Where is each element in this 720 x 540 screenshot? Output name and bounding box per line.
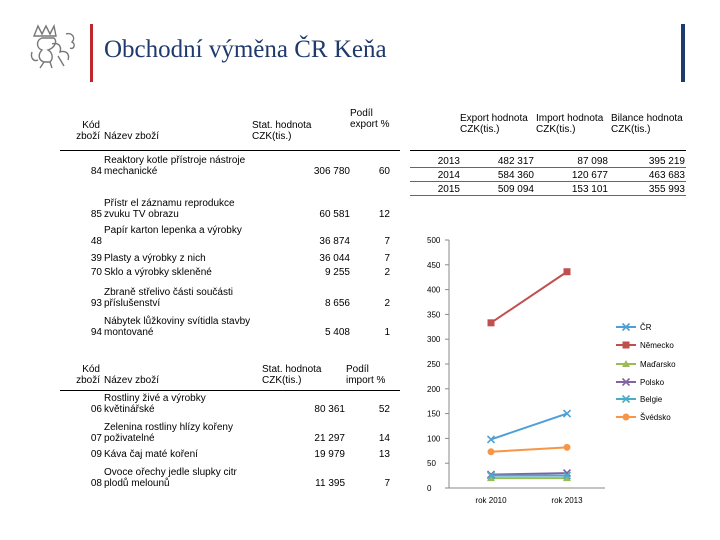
y-tick-label: 0 bbox=[427, 484, 432, 493]
series-point bbox=[623, 414, 630, 421]
series-line bbox=[491, 414, 567, 440]
series-line bbox=[491, 272, 567, 323]
legend-label: Polsko bbox=[640, 378, 665, 387]
legend-label: Švédsko bbox=[640, 413, 671, 422]
series-line bbox=[491, 447, 567, 451]
x-tick-label: rok 2010 bbox=[475, 496, 507, 505]
x-tick-label: rok 2013 bbox=[551, 496, 583, 505]
y-tick-label: 450 bbox=[427, 261, 441, 270]
series-point bbox=[623, 342, 630, 349]
legend-label: ČR bbox=[640, 323, 652, 332]
series-line bbox=[491, 473, 567, 474]
legend-label: Belgie bbox=[640, 395, 663, 404]
series-point bbox=[564, 268, 571, 275]
y-tick-label: 250 bbox=[427, 360, 441, 369]
y-tick-label: 150 bbox=[427, 410, 441, 419]
series-point bbox=[488, 448, 495, 455]
y-tick-label: 500 bbox=[427, 236, 441, 245]
y-tick-label: 100 bbox=[427, 434, 441, 443]
y-tick-label: 400 bbox=[427, 286, 441, 295]
y-tick-label: 300 bbox=[427, 335, 441, 344]
legend-label: Německo bbox=[640, 341, 674, 350]
y-tick-label: 350 bbox=[427, 310, 441, 319]
series-point bbox=[564, 444, 571, 451]
y-tick-label: 50 bbox=[427, 459, 436, 468]
y-tick-label: 200 bbox=[427, 385, 441, 394]
legend-label: Maďarsko bbox=[640, 360, 676, 369]
series-point bbox=[488, 319, 495, 326]
